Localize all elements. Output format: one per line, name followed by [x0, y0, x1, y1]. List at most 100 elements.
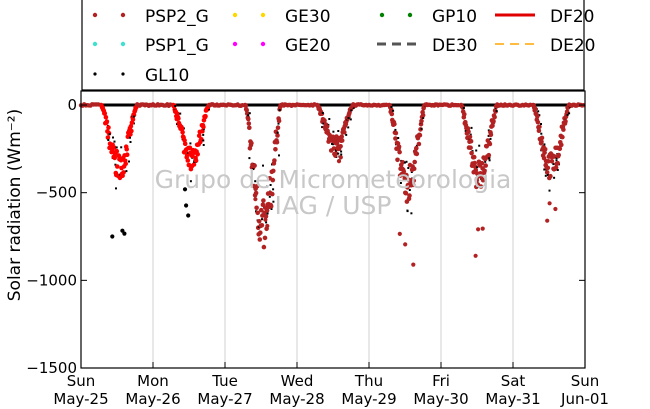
data-point-night — [168, 102, 173, 107]
data-point-psp2-g — [546, 159, 551, 164]
data-point-gl10 — [464, 130, 467, 132]
data-point-psp2-g — [258, 230, 263, 235]
data-point-outlier — [184, 203, 189, 208]
data-point-gl10 — [112, 136, 114, 139]
data-point-psp2-g — [535, 114, 540, 119]
y-tick-label: −1000 — [26, 271, 77, 289]
data-point-night — [312, 102, 317, 107]
data-point-gl10 — [480, 177, 483, 180]
x-tick-day: Wed — [281, 372, 314, 390]
legend-entry-df20: DF20 — [495, 7, 595, 27]
data-point-outlier — [122, 231, 127, 236]
data-point-gl10 — [488, 159, 491, 162]
data-point-night — [240, 103, 245, 108]
data-point-gl10 — [544, 174, 547, 177]
data-point-psp2-g — [106, 125, 111, 130]
data-point-psp2-g — [322, 118, 327, 123]
data-point-gl10 — [270, 208, 273, 210]
data-point-gl10 — [321, 112, 324, 114]
data-point-psp2-g — [479, 160, 485, 166]
data-point-psp2-g — [401, 169, 407, 174]
data-point-gl10 — [390, 106, 393, 108]
data-point-psp2-g — [339, 134, 345, 139]
data-point-gl10 — [415, 144, 418, 147]
data-point-gl10 — [487, 129, 490, 132]
data-point-psp2-g — [403, 190, 409, 196]
data-point-psp2-g — [124, 146, 129, 152]
data-point-psp2-g — [553, 165, 559, 170]
data-point-psp2-g — [273, 147, 278, 152]
data-point-psp2-g — [243, 103, 248, 108]
data-point-gl10 — [475, 149, 478, 152]
data-point-psp2-g — [560, 134, 565, 140]
data-point-gl10 — [420, 127, 423, 130]
x-tick-date: May-26 — [125, 390, 180, 408]
data-point-gl10 — [476, 166, 479, 169]
data-point-gl10 — [202, 133, 205, 136]
data-point-gl10 — [553, 176, 556, 179]
data-point-psp2-g — [254, 205, 259, 211]
legend-marker — [407, 12, 413, 18]
data-point-psp2-g — [479, 174, 484, 179]
data-point-gl10 — [189, 142, 192, 145]
data-point-gl10 — [129, 136, 131, 139]
data-point-outlier — [110, 234, 115, 239]
data-point-psp2-g — [471, 154, 477, 160]
data-point-gl10 — [328, 118, 331, 120]
data-point-psp2-g — [116, 153, 122, 158]
data-point-outlier — [553, 206, 558, 212]
data-point-gl10 — [268, 195, 271, 198]
data-point-psp2-g — [261, 244, 267, 250]
data-point-gl10 — [257, 226, 260, 228]
data-point-psp2-g — [261, 198, 266, 203]
data-point-gl10 — [125, 170, 128, 173]
legend-entry-gp10: GP10 — [379, 7, 477, 27]
data-point-outlier — [411, 262, 416, 267]
data-point-psp2-g — [486, 152, 492, 158]
data-point-gl10 — [340, 153, 343, 156]
data-point-psp2-g — [114, 148, 120, 154]
data-point-psp2-g — [272, 158, 277, 163]
data-point-psp2-g — [180, 130, 185, 135]
data-point-gl10 — [189, 180, 192, 183]
data-point-gl10 — [276, 131, 279, 134]
data-point-psp2-g — [112, 155, 117, 161]
data-point-gl10 — [272, 188, 275, 191]
x-tick-date: May-25 — [53, 390, 108, 408]
legend-marker — [260, 41, 266, 47]
data-point-psp2-g — [488, 132, 494, 138]
data-point-psp2-g — [559, 142, 564, 148]
data-point-gl10 — [566, 113, 569, 116]
legend-label: GE20 — [285, 36, 331, 56]
data-point-outlier — [403, 242, 408, 247]
data-point-psp2-g — [185, 158, 191, 163]
data-point-psp2-g — [338, 144, 343, 149]
data-point-psp2-g — [396, 144, 402, 149]
data-point-gl10 — [262, 164, 264, 167]
data-point-psp2-g — [249, 140, 254, 146]
data-point-psp2-g — [465, 126, 471, 131]
data-point-psp2-g — [393, 130, 399, 136]
day-may-25 — [78, 102, 154, 239]
data-point-psp2-g — [469, 150, 474, 156]
data-point-gl10 — [397, 137, 400, 139]
data-point-psp2-g — [195, 152, 200, 157]
legend-marker — [232, 41, 238, 47]
data-point-outlier — [182, 187, 188, 192]
data-point-outlier — [476, 227, 481, 232]
data-point-psp2-g — [482, 168, 487, 174]
data-point-psp2-g — [395, 157, 400, 163]
legend-marker — [93, 72, 97, 76]
data-point-gl10 — [350, 109, 353, 112]
data-point-gl10 — [120, 146, 123, 149]
data-point-gl10 — [174, 105, 177, 107]
data-point-gl10 — [407, 167, 410, 169]
data-point-gl10 — [347, 126, 350, 129]
legend-entry-psp2-g: PSP2_G — [92, 7, 209, 27]
day-may-27 — [222, 102, 298, 250]
data-point-psp2-g — [397, 149, 402, 155]
data-point-psp2-g — [270, 191, 275, 197]
data-point-outlier — [338, 155, 343, 160]
data-point-psp2-g — [411, 166, 417, 171]
